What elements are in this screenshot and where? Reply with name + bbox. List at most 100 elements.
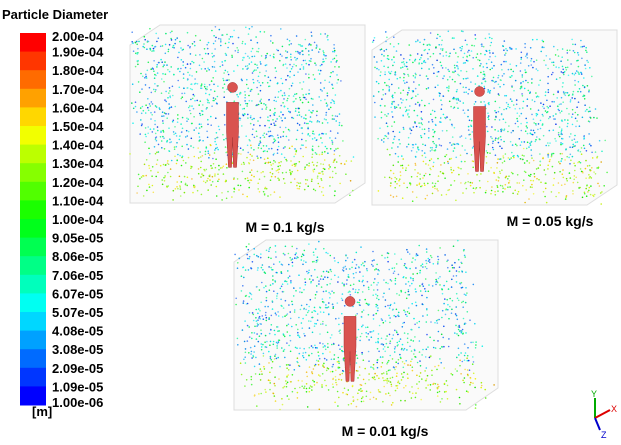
- particle: [197, 83, 199, 85]
- particle: [394, 346, 396, 348]
- particle: [332, 307, 334, 309]
- particle: [441, 40, 443, 42]
- particle: [376, 362, 378, 364]
- particle: [485, 190, 487, 192]
- particle: [458, 335, 460, 337]
- particle: [356, 355, 358, 357]
- particle: [530, 108, 532, 110]
- particle: [286, 364, 288, 366]
- particle: [247, 68, 249, 70]
- particle: [182, 128, 184, 130]
- particle: [286, 383, 288, 385]
- particle: [501, 169, 503, 171]
- particle: [180, 47, 182, 49]
- particle: [359, 389, 361, 391]
- legend-unit: [m]: [32, 404, 52, 419]
- particle: [390, 340, 392, 342]
- particle: [500, 173, 502, 175]
- particle: [256, 136, 258, 138]
- particle: [174, 148, 176, 150]
- particle: [290, 282, 292, 284]
- particle: [253, 71, 255, 73]
- particle: [414, 336, 416, 338]
- particle: [276, 342, 278, 344]
- particle: [322, 122, 324, 124]
- particle: [391, 59, 393, 61]
- particle: [328, 313, 330, 315]
- particle: [264, 194, 266, 196]
- particle: [507, 131, 509, 133]
- particle: [181, 59, 183, 61]
- particle: [232, 43, 234, 45]
- particle: [161, 92, 163, 94]
- particle: [449, 119, 451, 121]
- particle: [141, 123, 143, 125]
- particle: [316, 360, 318, 362]
- particle: [246, 196, 248, 198]
- particle: [462, 333, 464, 335]
- particle: [363, 285, 365, 287]
- particle: [572, 44, 574, 46]
- particle: [514, 190, 516, 192]
- particle: [312, 104, 314, 106]
- particle: [349, 195, 351, 197]
- particle: [406, 62, 408, 64]
- particle: [522, 74, 524, 76]
- particle: [251, 26, 253, 28]
- particle: [179, 155, 181, 157]
- particle: [583, 145, 585, 147]
- particle: [390, 73, 392, 75]
- particle: [400, 171, 402, 173]
- particle: [305, 140, 307, 142]
- particle: [387, 138, 389, 140]
- particle: [375, 294, 377, 296]
- particle: [406, 82, 408, 84]
- particle: [538, 167, 540, 169]
- particle: [237, 344, 239, 346]
- particle: [158, 62, 160, 64]
- particle: [281, 286, 283, 288]
- particle: [309, 347, 311, 349]
- particle: [141, 176, 143, 178]
- particle: [411, 130, 413, 132]
- particle: [355, 315, 357, 317]
- particle: [467, 391, 469, 393]
- particle: [471, 90, 473, 92]
- particle: [403, 77, 405, 79]
- particle: [368, 287, 370, 289]
- particle: [200, 87, 202, 89]
- particle: [149, 186, 151, 188]
- particle: [466, 44, 468, 46]
- particle: [396, 373, 398, 375]
- particle: [356, 337, 358, 339]
- particle: [429, 389, 431, 391]
- particle: [256, 64, 258, 66]
- particle: [210, 184, 212, 186]
- particle: [237, 262, 239, 264]
- particle: [186, 130, 188, 132]
- particle: [373, 289, 375, 291]
- particle: [439, 36, 441, 38]
- particle: [539, 80, 541, 82]
- particle: [291, 246, 293, 248]
- particle: [503, 49, 505, 51]
- particle: [388, 79, 390, 81]
- particle: [420, 265, 422, 267]
- particle: [561, 56, 563, 58]
- particle: [251, 155, 253, 157]
- particle: [589, 107, 591, 109]
- particle: [335, 376, 337, 378]
- particle: [248, 352, 250, 354]
- particle: [266, 291, 268, 293]
- particle: [277, 311, 279, 313]
- particle: [262, 315, 264, 317]
- particle: [426, 334, 428, 336]
- particle: [283, 291, 285, 293]
- particle: [140, 107, 142, 109]
- particle: [428, 284, 430, 286]
- particle: [281, 120, 283, 122]
- particle: [325, 325, 327, 327]
- particle: [291, 301, 293, 303]
- particle: [339, 374, 341, 376]
- particle: [302, 318, 304, 320]
